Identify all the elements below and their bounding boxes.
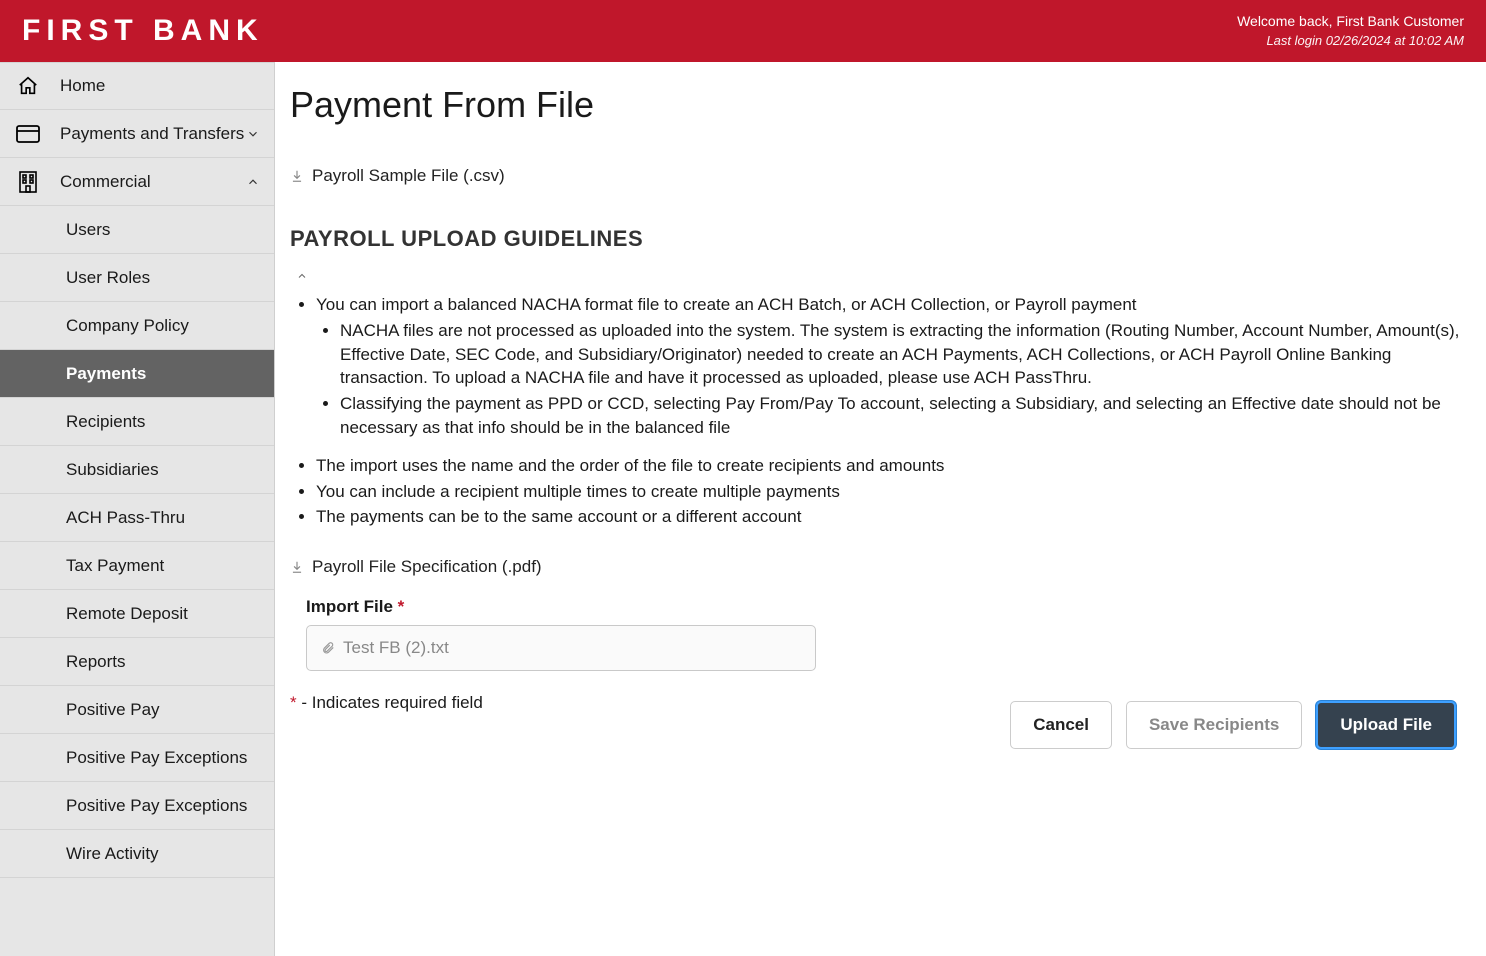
- guidelines-block: You can import a balanced NACHA format f…: [290, 293, 1468, 529]
- guideline-item: You can import a balanced NACHA format f…: [316, 293, 1468, 440]
- sidebar-subitem-ach-pass-thru[interactable]: ACH Pass-Thru: [0, 494, 274, 542]
- header-bar: FIRST BANK Welcome back, First Bank Cust…: [0, 0, 1486, 62]
- sample-file-download-link[interactable]: Payroll Sample File (.csv): [290, 166, 1468, 186]
- sidebar-subitem-remote-deposit[interactable]: Remote Deposit: [0, 590, 274, 638]
- sample-file-label: Payroll Sample File (.csv): [312, 166, 505, 186]
- guideline-item: The payments can be to the same account …: [316, 505, 1468, 529]
- upload-file-button[interactable]: Upload File: [1316, 701, 1456, 749]
- guideline-subitem: NACHA files are not processed as uploade…: [340, 319, 1468, 390]
- sidebar-subitem-positive-pay[interactable]: Positive Pay: [0, 686, 274, 734]
- building-icon: [14, 171, 42, 193]
- sidebar-subitem-positive-pay-exceptions-1[interactable]: Positive Pay Exceptions: [0, 734, 274, 782]
- guideline-item: You can include a recipient multiple tim…: [316, 480, 1468, 504]
- sidebar-subitem-positive-pay-exceptions-2[interactable]: Positive Pay Exceptions: [0, 782, 274, 830]
- import-file-label: Import File *: [306, 597, 1468, 617]
- guideline-subitem: Classifying the payment as PPD or CCD, s…: [340, 392, 1468, 440]
- sidebar-subitem-wire-activity[interactable]: Wire Activity: [0, 830, 274, 878]
- sidebar-item-label: Payments and Transfers: [60, 124, 246, 144]
- save-recipients-button[interactable]: Save Recipients: [1126, 701, 1302, 749]
- sidebar-subitem-payments[interactable]: Payments: [0, 350, 274, 398]
- main-content: Payment From File Payroll Sample File (.…: [275, 62, 1486, 956]
- sidebar-item-home[interactable]: Home: [0, 62, 274, 110]
- spec-file-download-link[interactable]: Payroll File Specification (.pdf): [290, 557, 1468, 577]
- welcome-block: Welcome back, First Bank Customer Last l…: [1237, 12, 1464, 50]
- cancel-button[interactable]: Cancel: [1010, 701, 1112, 749]
- brand-logo: FIRST BANK: [22, 14, 264, 48]
- sidebar-subitem-tax-payment[interactable]: Tax Payment: [0, 542, 274, 590]
- paperclip-icon: [321, 641, 335, 655]
- sidebar-subitem-reports[interactable]: Reports: [0, 638, 274, 686]
- sidebar-item-label: Home: [60, 76, 260, 96]
- sidebar-subitem-users[interactable]: Users: [0, 206, 274, 254]
- spec-file-label: Payroll File Specification (.pdf): [312, 557, 542, 577]
- required-star: *: [398, 597, 405, 616]
- sidebar-subitem-company-policy[interactable]: Company Policy: [0, 302, 274, 350]
- download-icon: [290, 560, 304, 574]
- chevron-up-icon: [246, 175, 260, 189]
- sidebar-item-label: Commercial: [60, 172, 246, 192]
- welcome-text: Welcome back, First Bank Customer: [1237, 12, 1464, 32]
- card-icon: [14, 125, 42, 143]
- import-file-input[interactable]: Test FB (2).txt: [306, 625, 816, 671]
- guidelines-collapse-toggle[interactable]: [290, 270, 308, 282]
- download-icon: [290, 169, 304, 183]
- sidebar-item-payments-transfers[interactable]: Payments and Transfers: [0, 110, 274, 158]
- home-icon: [14, 75, 42, 97]
- chevron-down-icon: [246, 127, 260, 141]
- page-title: Payment From File: [290, 84, 1468, 126]
- sidebar-subitem-subsidiaries[interactable]: Subsidiaries: [0, 446, 274, 494]
- guideline-item: The import uses the name and the order o…: [316, 454, 1468, 478]
- import-file-value: Test FB (2).txt: [343, 638, 449, 658]
- sidebar-nav: Home Payments and Transfers Commercial User…: [0, 62, 275, 956]
- guidelines-title: PAYROLL UPLOAD GUIDELINES: [290, 226, 1468, 252]
- last-login-text: Last login 02/26/2024 at 10:02 AM: [1237, 32, 1464, 50]
- sidebar-item-commercial[interactable]: Commercial: [0, 158, 274, 206]
- sidebar-subitem-user-roles[interactable]: User Roles: [0, 254, 274, 302]
- sidebar-subitem-recipients[interactable]: Recipients: [0, 398, 274, 446]
